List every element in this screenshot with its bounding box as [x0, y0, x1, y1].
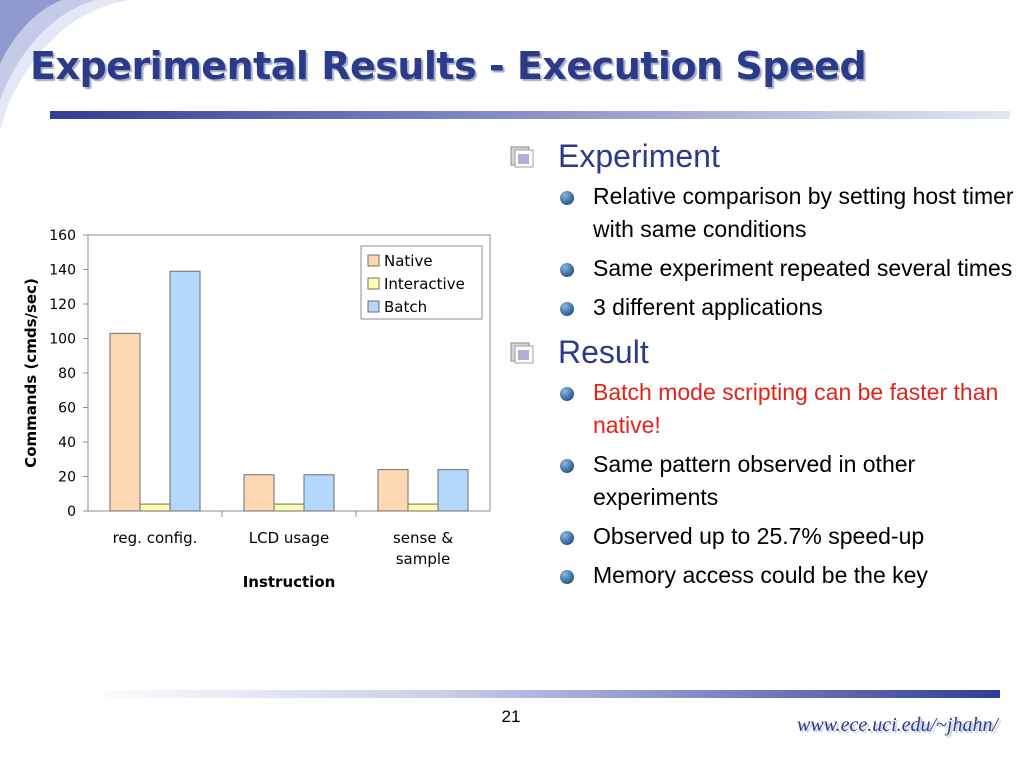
bullet-dot-icon [560, 191, 574, 205]
bullet-dot-icon [560, 387, 574, 401]
bar-native [109, 332, 141, 512]
y-tick-label: 20 [58, 470, 76, 486]
x-category-label: sense & [393, 529, 453, 547]
footer-rule [80, 690, 1000, 698]
bar-batch [437, 469, 469, 512]
legend-swatch [367, 300, 380, 313]
y-tick-label: 120 [49, 297, 76, 313]
bar-batch [303, 474, 335, 512]
x-category-label: LCD usage [249, 529, 329, 547]
bullet-list: Experiment Relative comparison by settin… [508, 138, 1018, 598]
y-tick-label: 160 [49, 228, 76, 244]
section-heading-experiment: Experiment [508, 138, 1018, 174]
bullet-dot-icon [560, 459, 574, 473]
y-tick-label: 0 [67, 504, 76, 520]
y-tick-label: 80 [58, 366, 76, 382]
x-category-labels: reg. config. LCD usage sense & sample [113, 511, 453, 568]
x-category-label: reg. config. [113, 529, 198, 547]
y-tick-label: 140 [49, 263, 76, 279]
y-tick-labels: 0 20 40 60 80 100 120 140 160 [49, 228, 88, 520]
bullet-dot-icon [560, 263, 574, 277]
square-bullet-icon [510, 146, 534, 168]
bullet-item: Relative comparison by setting host time… [508, 180, 1018, 246]
x-category-label: sample [396, 550, 451, 568]
bullet-item: 3 different applications [508, 291, 1018, 324]
bar-interactive [273, 503, 305, 512]
title-underline [50, 111, 1010, 119]
bullet-item: Same experiment repeated several times [508, 252, 1018, 285]
bullet-item: Memory access could be the key [508, 559, 1018, 592]
y-tick-label: 40 [58, 435, 76, 451]
page-number: 21 [501, 707, 521, 726]
legend-label: Native [384, 252, 433, 270]
bar-native [377, 469, 409, 512]
bullet-item: Observed up to 25.7% speed-up [508, 520, 1018, 553]
bar-batch [169, 270, 201, 512]
chart-legend: Native Interactive Batch [360, 245, 483, 320]
corner-swoosh-decoration [0, 0, 130, 130]
bar-chart: 0 20 40 60 80 100 120 140 160 reg. config. LCD us… [22, 228, 491, 591]
y-axis-label: Commands (cmds/sec) [22, 278, 40, 468]
section-heading-result: Result [508, 334, 1018, 370]
bar-native [243, 474, 275, 512]
slide-title: Experimental Results - Execution Speed [30, 44, 867, 88]
bullet-item-highlight: Batch mode scripting can be faster than … [508, 376, 1018, 442]
legend-swatch [367, 254, 380, 267]
legend-label: Batch [384, 298, 427, 316]
y-tick-label: 60 [58, 401, 76, 417]
bullet-item: Same pattern observed in other experimen… [508, 448, 1018, 514]
x-axis-label: Instruction [243, 573, 336, 591]
bar-interactive [139, 503, 171, 512]
bullet-dot-icon [560, 531, 574, 545]
legend-box [360, 245, 483, 320]
bullet-dot-icon [560, 302, 574, 316]
y-tick-label: 100 [49, 332, 76, 348]
footer-url: www.ece.uci.edu/~jhahn/ [797, 714, 998, 736]
chart-bars [109, 270, 469, 512]
square-bullet-icon [510, 342, 534, 364]
bar-interactive [407, 503, 439, 512]
legend-swatch [367, 277, 380, 290]
bullet-dot-icon [560, 570, 574, 584]
legend-label: Interactive [384, 275, 465, 293]
